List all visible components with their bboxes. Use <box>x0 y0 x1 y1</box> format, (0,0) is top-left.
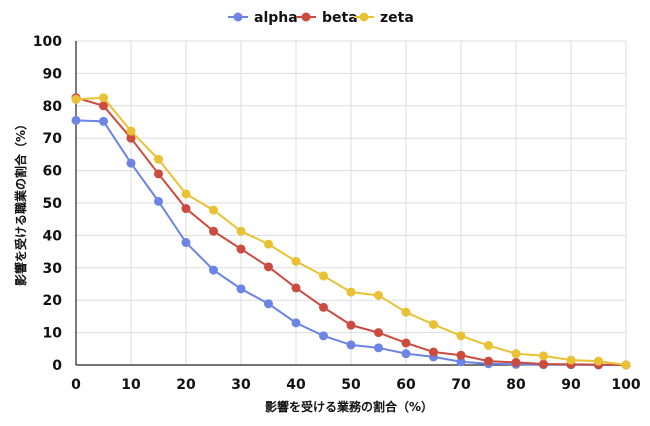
legend-label-beta: beta <box>322 10 358 26</box>
data-point-zeta <box>319 271 328 281</box>
y-tick-label: 50 <box>43 196 63 212</box>
data-point-zeta <box>539 351 548 361</box>
data-point-alpha <box>99 116 108 126</box>
legend: alpha beta zeta <box>228 10 414 26</box>
x-tick-label: 40 <box>286 377 306 393</box>
data-point-zeta <box>621 360 631 370</box>
data-point-alpha <box>401 349 411 359</box>
data-point-zeta <box>566 355 576 365</box>
legend-marker-zeta <box>359 12 369 22</box>
data-point-zeta <box>346 287 356 297</box>
data-point-alpha <box>264 299 273 309</box>
data-point-beta <box>99 101 108 111</box>
x-tick-label: 0 <box>71 377 81 393</box>
data-point-beta <box>401 338 411 348</box>
data-point-beta <box>484 356 493 366</box>
data-point-zeta <box>71 94 81 104</box>
x-tick-labels: 0 10 20 30 40 50 60 70 80 90 100 <box>71 377 641 393</box>
x-tick-label: 20 <box>176 377 196 393</box>
data-point-alpha <box>236 284 246 294</box>
data-point-beta <box>236 244 246 254</box>
data-point-beta <box>429 347 438 357</box>
data-point-alpha <box>374 343 383 353</box>
data-point-zeta <box>511 349 521 359</box>
data-point-zeta <box>209 205 218 215</box>
data-point-zeta <box>401 307 411 317</box>
data-point-beta <box>539 359 548 369</box>
data-point-alpha <box>209 265 218 275</box>
y-tick-label: 70 <box>43 131 63 147</box>
data-point-zeta <box>264 239 273 249</box>
data-point-alpha <box>456 357 466 367</box>
data-point-alpha <box>126 158 136 168</box>
data-point-zeta <box>456 331 466 341</box>
data-point-beta <box>346 320 356 330</box>
data-point-zeta <box>181 189 191 199</box>
data-point-beta <box>209 226 218 236</box>
y-tick-label: 30 <box>43 261 63 277</box>
y-tick-label: 100 <box>33 34 62 50</box>
data-point-beta <box>126 133 136 143</box>
x-tick-label: 30 <box>231 377 251 393</box>
data-point-zeta <box>99 93 108 103</box>
legend-label-alpha: alpha <box>254 10 298 26</box>
data-point-zeta <box>374 290 383 300</box>
x-tick-label: 90 <box>561 377 581 393</box>
data-point-alpha <box>319 331 328 341</box>
data-point-zeta <box>126 126 136 136</box>
x-axis-title: 影響を受ける業務の割合（%） <box>265 399 433 414</box>
legend-label-zeta: zeta <box>380 10 414 26</box>
y-tick-label: 60 <box>43 164 63 180</box>
y-tick-label: 0 <box>52 358 62 374</box>
data-point-beta <box>154 169 163 179</box>
legend-marker-alpha <box>233 12 243 22</box>
data-point-zeta <box>429 320 438 329</box>
data-point-alpha <box>154 196 163 206</box>
x-tick-label: 10 <box>121 377 141 393</box>
data-point-alpha <box>346 340 356 350</box>
data-point-beta <box>456 350 466 360</box>
data-point-alpha <box>181 238 191 248</box>
x-tick-label: 100 <box>611 377 640 393</box>
data-point-beta <box>264 262 273 272</box>
legend-marker-beta <box>301 12 311 22</box>
data-point-zeta <box>236 226 246 236</box>
x-tick-label: 50 <box>341 377 361 393</box>
y-axis-title: 影響を受ける職業の割合（%） <box>13 118 28 286</box>
series-lines <box>71 93 631 370</box>
y-tick-label: 40 <box>43 228 63 244</box>
x-tick-label: 70 <box>451 377 471 393</box>
y-tick-label: 90 <box>43 66 63 82</box>
data-point-zeta <box>154 154 163 164</box>
data-point-beta <box>511 357 521 367</box>
data-point-beta <box>374 328 383 338</box>
data-point-zeta <box>291 256 301 266</box>
x-tick-label: 80 <box>506 377 526 393</box>
y-tick-label: 20 <box>43 293 63 309</box>
data-point-alpha <box>71 115 81 125</box>
data-point-beta <box>319 302 328 312</box>
y-tick-labels: 0 10 20 30 40 50 60 70 80 90 100 <box>33 34 62 374</box>
y-tick-label: 10 <box>43 326 63 342</box>
data-point-beta <box>291 283 301 293</box>
data-point-zeta <box>594 356 603 366</box>
y-tick-label: 80 <box>43 99 63 115</box>
data-point-alpha <box>291 318 301 328</box>
data-point-zeta <box>484 341 493 351</box>
data-point-beta <box>181 204 191 214</box>
x-tick-label: 60 <box>396 377 416 393</box>
